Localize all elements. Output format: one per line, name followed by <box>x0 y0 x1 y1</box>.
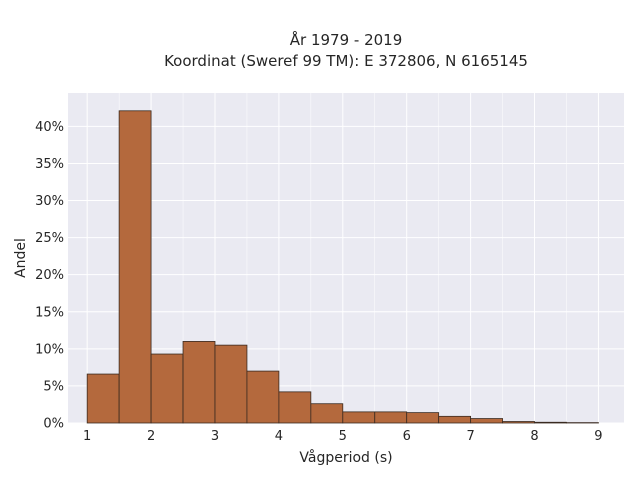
x-tick-label: 7 <box>466 429 474 444</box>
x-tick-label: 5 <box>339 429 347 444</box>
y-tick-label: 40% <box>35 120 64 135</box>
histogram-bar <box>278 391 312 424</box>
histogram-bar <box>182 341 216 424</box>
histogram-bar <box>150 353 184 424</box>
chart-subtitle: Koordinat (Sweref 99 TM): E 372806, N 61… <box>164 52 528 70</box>
histogram-bar <box>374 411 408 424</box>
histogram-bar <box>406 412 440 424</box>
y-tick-label: 0% <box>43 417 64 432</box>
x-axis-ticks: 1 2 3 4 5 6 7 8 9 <box>83 429 603 444</box>
x-axis-label: Vågperiod (s) <box>299 449 392 466</box>
histogram-bar <box>214 344 248 424</box>
histogram-bar <box>502 421 535 424</box>
y-tick-label: 10% <box>35 342 64 357</box>
histogram-bar <box>342 411 376 424</box>
x-tick-label: 6 <box>403 429 411 444</box>
x-tick-label: 4 <box>275 429 283 444</box>
x-tick-label: 2 <box>147 429 155 444</box>
histogram-bar <box>534 421 567 424</box>
histogram-bar <box>438 415 472 424</box>
histogram-bar <box>246 370 280 424</box>
y-tick-label: 15% <box>35 305 64 320</box>
bars <box>86 110 599 424</box>
x-tick-label: 3 <box>211 429 219 444</box>
x-tick-label: 8 <box>530 429 538 444</box>
y-tick-label: 20% <box>35 268 64 283</box>
y-tick-label: 35% <box>35 157 64 172</box>
x-tick-label: 9 <box>594 429 602 444</box>
y-tick-label: 25% <box>35 231 64 246</box>
histogram-bar <box>310 403 344 424</box>
histogram-bar <box>118 110 152 424</box>
x-tick-label: 1 <box>83 429 91 444</box>
chart-title: År 1979 - 2019 <box>290 30 403 49</box>
histogram-bar <box>470 418 503 424</box>
y-axis-label: Andel <box>13 238 29 278</box>
y-tick-label: 30% <box>35 194 64 209</box>
y-tick-label: 5% <box>43 379 64 394</box>
y-axis-ticks: 0% 5% 10% 15% 20% 25% 30% 35% 40% <box>35 120 64 432</box>
histogram-bar <box>86 373 120 424</box>
